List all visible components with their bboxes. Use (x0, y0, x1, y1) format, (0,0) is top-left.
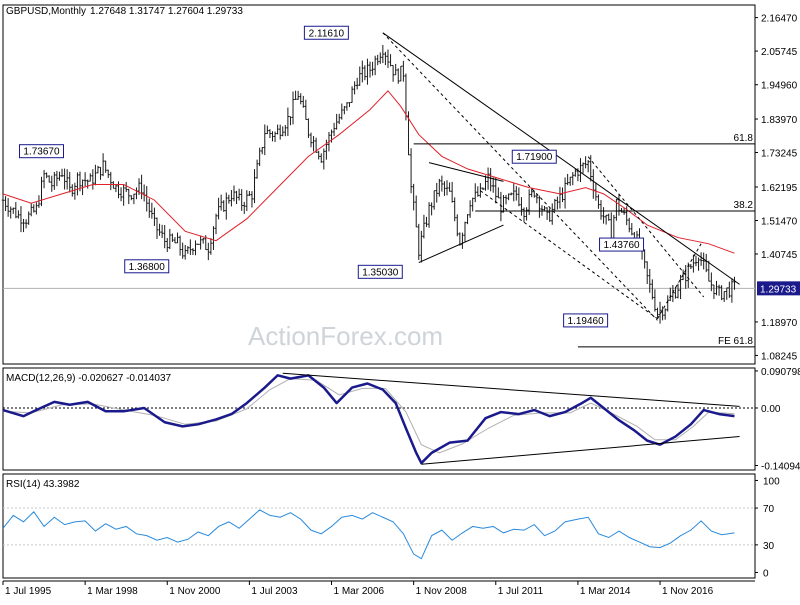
macd-trendline (282, 372, 740, 407)
macd-title: MACD(12,26,9) -0.020627 -0.014037 (6, 373, 172, 384)
time-tick-label: 1 Jul 2003 (251, 586, 298, 597)
current-price-tag-label: 1.29733 (760, 284, 797, 295)
price-label: 2.11610 (309, 28, 345, 39)
price-tick-label: 1.51470 (761, 216, 798, 227)
rsi-panel (2, 473, 756, 579)
price-label: 1.71900 (516, 152, 553, 163)
price-label-box (124, 259, 170, 274)
macd-tick-label: 0.00 (761, 404, 781, 415)
price-label-box (599, 237, 645, 252)
time-tick-label: 1 Nov 2008 (416, 586, 468, 597)
price-tick-label: 1.18970 (761, 318, 798, 329)
price-tick-label: 1.08245 (761, 351, 798, 362)
price-tick-label: 1.62195 (761, 183, 798, 194)
price-tick-label: 1.40745 (761, 250, 798, 261)
price-label: 1.73670 (23, 147, 60, 158)
price-label: 1.43760 (603, 240, 640, 251)
trendline (480, 190, 658, 320)
current-price-tag (757, 281, 800, 296)
price-label-box (563, 313, 609, 328)
price-label-box (18, 144, 64, 159)
price-tick-label: 2.05745 (761, 47, 798, 58)
macd-panel (2, 367, 756, 471)
trendline (587, 156, 705, 298)
rsi-tick-label: 30 (763, 541, 775, 552)
moving-average-line (2, 90, 735, 254)
time-tick-label: 1 Jul 2011 (498, 586, 544, 597)
macd-tick-label: 0.090798 (761, 367, 800, 378)
trendline (657, 243, 702, 319)
price-label: 1.36800 (129, 262, 166, 273)
time-tick-label: 1 Mar 2006 (334, 586, 385, 597)
price-label-box (357, 264, 403, 279)
rsi-tick-label: 70 (763, 504, 775, 515)
rsi-title: RSI(14) 43.3982 (6, 479, 80, 490)
time-tick-label: 1 Mar 1998 (87, 586, 138, 597)
price-tick-label: 1.83970 (761, 115, 798, 126)
price-panel (2, 4, 756, 365)
price-label: 1.35030 (362, 267, 399, 278)
rsi-tick-label: 0 (763, 568, 769, 579)
watermark: ActionForex.com (248, 321, 443, 351)
macd-line (2, 374, 735, 465)
chart-header-symbol: GBPUSD,Monthly (6, 6, 86, 17)
rsi-tick-label: 100 (763, 476, 780, 487)
time-tick-label: 1 Nov 2016 (662, 586, 714, 597)
time-tick-label: 1 Jul 1995 (5, 586, 52, 597)
price-tick-label: 1.94960 (761, 81, 798, 92)
fib-level-label: 61.8 (734, 133, 754, 144)
price-tick-label: 2.16470 (761, 14, 798, 25)
trendline (418, 224, 504, 264)
trendline (382, 32, 658, 321)
chart-header-ohlc: 1.27648 1.31747 1.27604 1.29733 (90, 6, 243, 17)
trendline (382, 32, 740, 285)
fib-level-label: 38.2 (734, 200, 754, 211)
price-label-box (511, 149, 557, 164)
macd-trendline (421, 436, 740, 465)
price-label: 1.19460 (568, 316, 605, 327)
price-tick-label: 1.73245 (761, 149, 798, 160)
time-tick-label: 1 Mar 2014 (580, 586, 631, 597)
time-tick-label: 1 Nov 2000 (169, 586, 221, 597)
macd-tick-label: -0.14094 (761, 461, 800, 472)
price-label-box (303, 25, 349, 40)
fib-level-label: FE 61.8 (718, 336, 753, 347)
rsi-line (2, 509, 735, 560)
trendline (428, 162, 504, 182)
